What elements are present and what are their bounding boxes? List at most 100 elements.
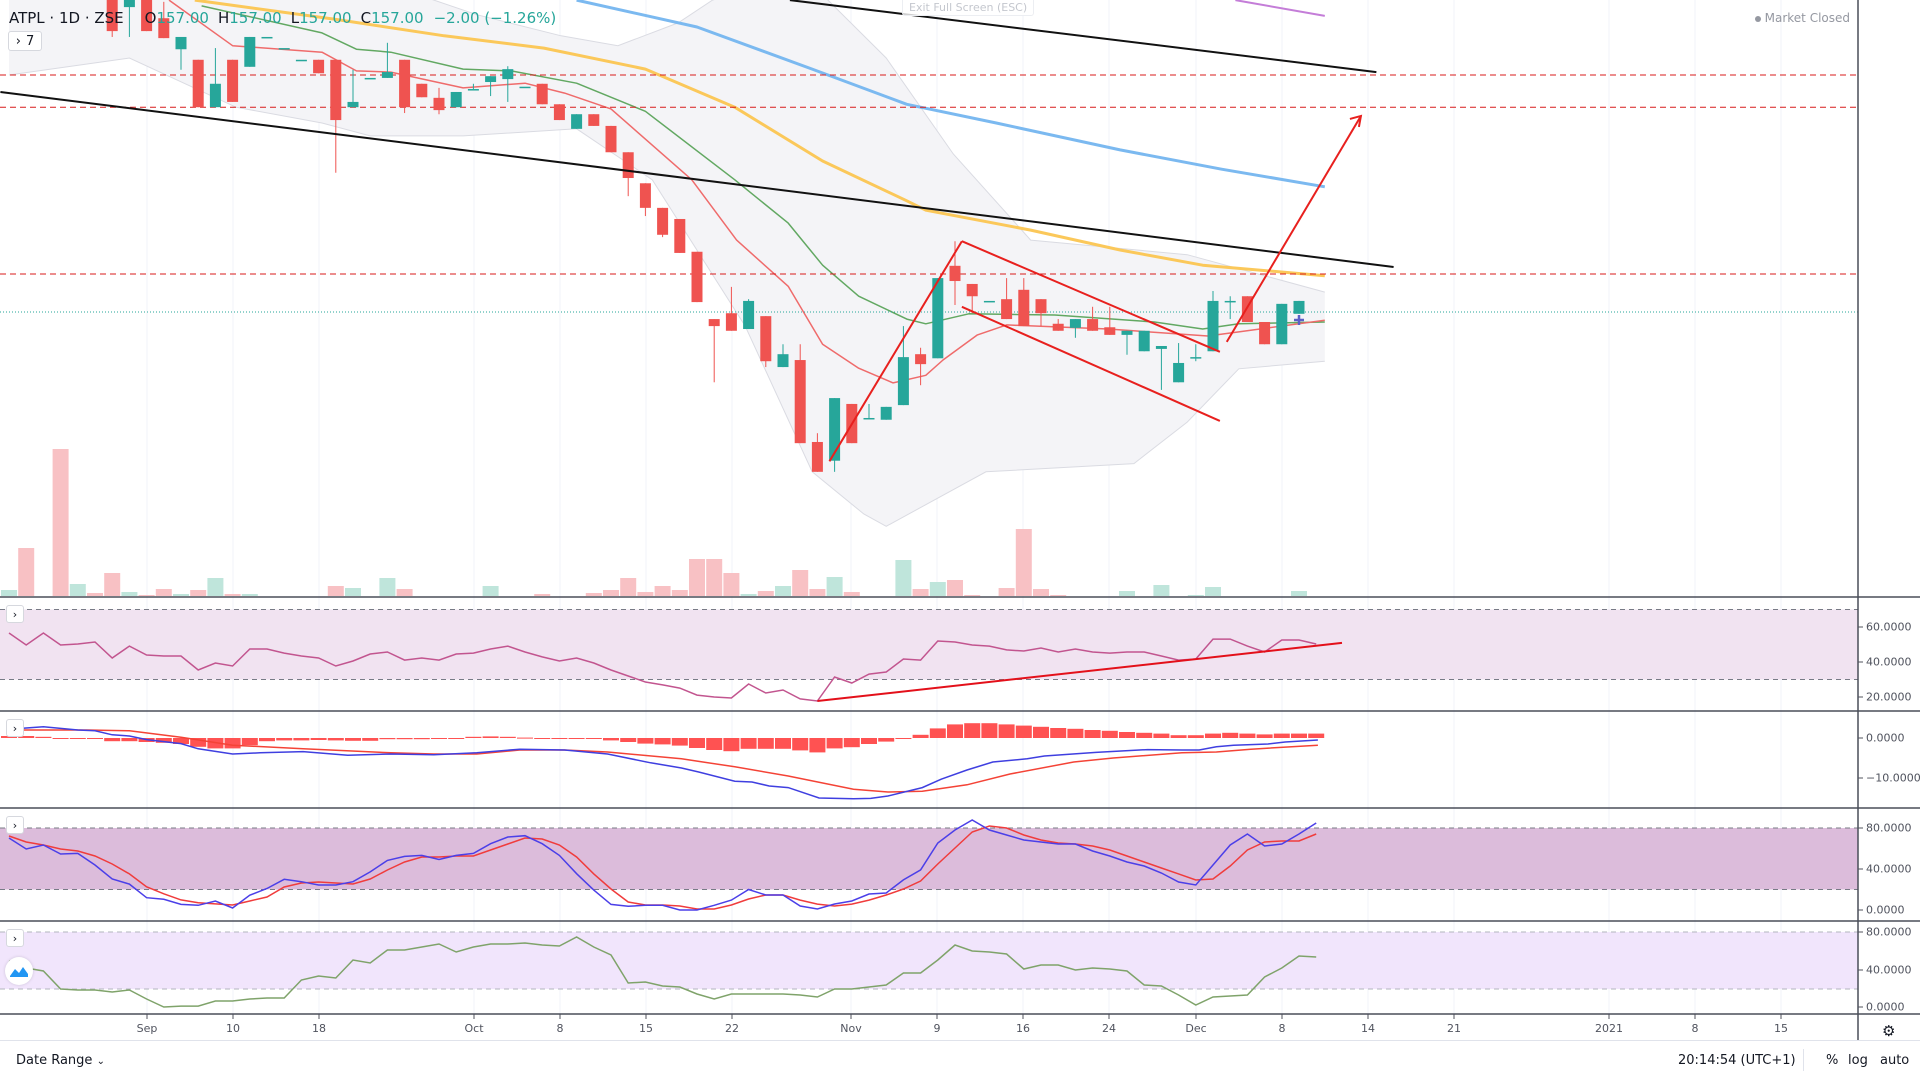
candle-down — [1001, 299, 1013, 320]
chart-canvas[interactable] — [0, 0, 1920, 1040]
time-axis-label: 10 — [226, 1022, 240, 1035]
volume-bar — [1, 590, 17, 596]
volume-bar — [671, 590, 688, 596]
price-label-192-00: 192.00 — [1861, 100, 1905, 113]
ma-blue-line — [576, 0, 1326, 189]
candle-up — [295, 59, 307, 62]
macd-histogram-bar — [1291, 733, 1307, 738]
osc-collapse-button[interactable]: › — [6, 929, 24, 947]
macd-histogram-bar — [362, 738, 379, 741]
candle-up — [381, 72, 393, 78]
macd-histogram-bar — [259, 738, 275, 742]
symbol-title[interactable]: ATPL · 1D · ZSE — [9, 9, 124, 27]
macd-axis-minus10: −10.0000 — [1866, 771, 1920, 785]
trendline-upper — [789, 0, 1377, 74]
indicator-count: 7 — [25, 33, 35, 49]
chevron-right-icon: › — [12, 721, 18, 735]
chevron-right-icon: › — [15, 33, 21, 49]
stochastic-pane[interactable] — [0, 819, 1858, 911]
auto-scale-toggle[interactable]: auto — [1880, 1053, 1910, 1068]
macd-histogram-bar — [878, 738, 895, 742]
candle-down — [1052, 323, 1064, 331]
rsi-trendline — [817, 641, 1343, 703]
volume-bar — [1015, 529, 1032, 596]
macd-histogram-bar — [1187, 735, 1204, 738]
candle-down — [915, 354, 927, 365]
candle-up — [829, 398, 841, 461]
candle-down — [227, 59, 239, 102]
macd-histogram-bar — [654, 738, 671, 745]
volume-bar — [534, 594, 551, 596]
tradingview-logo-icon[interactable] — [5, 957, 33, 985]
macd-line — [8, 726, 1318, 800]
time-axis-label: 8 — [1278, 1022, 1286, 1035]
candle-down — [691, 251, 703, 303]
candle-down — [536, 83, 548, 105]
macd-histogram-bar — [310, 738, 327, 740]
candle-up — [863, 417, 875, 420]
macd-histogram-bar — [396, 738, 413, 740]
rsi-collapse-button[interactable]: › — [6, 605, 24, 623]
bollinger-upper-line — [432, 0, 1325, 293]
macd-histogram-bar — [1, 736, 17, 738]
clock[interactable]: 20:14:54 (UTC+1) — [1678, 1053, 1796, 1068]
macd-histogram-bar — [740, 738, 757, 749]
candle-down — [657, 207, 669, 235]
volume-bar — [1291, 591, 1307, 596]
volume-bar — [637, 592, 654, 596]
low-label: L — [290, 9, 300, 27]
macd-histogram-bar — [241, 738, 258, 746]
macd-histogram-bar — [345, 738, 361, 741]
date-range-button[interactable]: Date Range ⌄ — [16, 1053, 105, 1068]
macd-histogram-bar — [1273, 733, 1290, 738]
candle-up — [1207, 300, 1219, 352]
macd-collapse-button[interactable]: › — [6, 719, 24, 737]
macd-histogram-bar — [534, 738, 551, 739]
volume-bar — [585, 593, 602, 596]
candle-up — [743, 300, 755, 330]
candle-down — [639, 183, 651, 208]
log-scale-toggle[interactable]: log — [1848, 1053, 1868, 1068]
candle-up — [347, 101, 359, 108]
time-axis-label: Oct — [464, 1022, 484, 1035]
indicators-collapse-button[interactable]: › 7 — [8, 31, 42, 51]
time-axis-label: 8 — [556, 1022, 564, 1035]
price-pane[interactable] — [0, 0, 1858, 598]
time-axis-label: 14 — [1361, 1022, 1375, 1035]
macd-histogram-bar — [517, 737, 533, 739]
macd-histogram-bar — [826, 738, 843, 749]
volume-bar — [843, 592, 860, 596]
macd-histogram-bar — [121, 738, 138, 742]
candle-down — [1241, 296, 1253, 322]
candle-down — [1035, 299, 1047, 314]
percent-scale-toggle[interactable]: % — [1826, 1053, 1839, 1068]
volume-bar — [69, 584, 86, 596]
macd-histogram-bar — [379, 738, 396, 740]
candle-up — [1173, 362, 1185, 383]
time-axis-label: 2021 — [1595, 1022, 1623, 1035]
macd-histogram-bar — [929, 728, 946, 738]
time-axis-label: 21 — [1447, 1022, 1461, 1035]
volume-bar — [706, 559, 723, 596]
macd-histogram-bar — [861, 738, 877, 744]
symbol-legend[interactable]: ATPL · 1D · ZSE O 157.00 H 157.00 L 157.00 … — [9, 9, 556, 27]
chart-settings-gear-icon[interactable]: ⚙ — [1882, 1022, 1896, 1040]
volume-bar — [190, 590, 207, 596]
candle-up — [777, 354, 789, 368]
candle-down — [106, 0, 118, 32]
macd-histogram-bar — [1256, 734, 1273, 738]
oscillator-pane[interactable] — [0, 931, 1858, 1008]
volume-bar — [775, 586, 791, 596]
stoch-collapse-button[interactable]: › — [6, 816, 24, 834]
rsi-pane[interactable] — [0, 609, 1858, 703]
candle-down — [416, 83, 428, 98]
volume-bar — [104, 573, 121, 596]
volume-bar — [173, 594, 189, 596]
macd-histogram-bar — [912, 734, 929, 738]
macd-pane[interactable] — [1, 723, 1325, 800]
volume-bar — [345, 588, 361, 596]
exit-fullscreen-button[interactable]: Exit Full Screen (ESC) — [902, 0, 1035, 16]
rsi-axis-60: 60.0000 — [1866, 620, 1912, 634]
macd-histogram-bar — [706, 738, 723, 750]
last-price-label: 157.00 — [1861, 306, 1905, 319]
